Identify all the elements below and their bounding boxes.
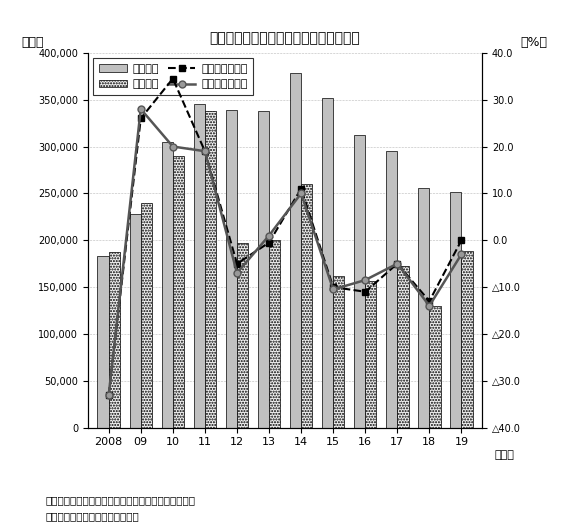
Bar xyxy=(205,111,216,428)
Bar xyxy=(418,188,429,428)
販売台数伸び率 xyxy=(458,251,465,257)
生産台数伸び率 xyxy=(105,392,112,398)
生産台数伸び率 xyxy=(458,237,465,243)
販売台数伸び率 xyxy=(137,106,144,112)
販売台数伸び率 xyxy=(169,144,176,150)
販売台数伸び率 xyxy=(266,233,273,239)
Bar xyxy=(141,203,152,428)
Bar xyxy=(237,243,248,428)
生産台数伸び率 xyxy=(426,298,433,304)
Bar xyxy=(290,72,301,428)
生産台数伸び率 xyxy=(298,185,304,192)
Title: 図　台湾の自動車生産・販売台数の推移: 図 台湾の自動車生産・販売台数の推移 xyxy=(210,31,361,45)
生産台数伸び率 xyxy=(330,284,337,290)
販売台数伸び率 xyxy=(202,148,208,155)
Bar xyxy=(429,306,441,428)
生産台数伸び率 xyxy=(233,260,240,267)
販売台数伸び率 xyxy=(394,260,400,267)
生産台数伸び率 xyxy=(362,289,369,295)
Bar xyxy=(450,191,461,428)
販売台数伸び率 xyxy=(426,303,433,309)
Bar xyxy=(130,214,141,428)
生産台数伸び率 xyxy=(137,115,144,122)
Bar xyxy=(194,104,205,428)
Text: （台）: （台） xyxy=(22,36,44,49)
販売台数伸び率 xyxy=(105,392,112,398)
Bar xyxy=(365,280,377,428)
Line: 生産台数伸び率: 生産台数伸び率 xyxy=(105,75,465,398)
Bar xyxy=(162,142,173,428)
Bar xyxy=(354,135,365,428)
生産台数伸び率 xyxy=(169,75,176,82)
販売台数伸び率 xyxy=(298,190,304,196)
販売台数伸び率 xyxy=(362,277,369,283)
Bar xyxy=(269,240,280,428)
Bar xyxy=(108,253,120,428)
Bar xyxy=(333,276,344,428)
Bar xyxy=(397,267,408,428)
Legend: 生産台数, 販売台数, 生産台数伸び率, 販売台数伸び率: 生産台数, 販売台数, 生産台数伸び率, 販売台数伸び率 xyxy=(93,58,253,95)
生産台数伸び率 xyxy=(266,239,273,246)
生産台数伸び率 xyxy=(394,260,400,267)
Bar xyxy=(98,256,108,428)
Bar xyxy=(461,252,473,428)
Bar xyxy=(322,98,333,428)
販売台数伸び率 xyxy=(330,286,337,292)
Bar xyxy=(225,110,237,428)
Bar xyxy=(173,156,184,428)
Text: （%）: （%） xyxy=(520,36,547,49)
Bar xyxy=(386,151,397,428)
Text: （年）: （年） xyxy=(494,450,514,460)
Bar xyxy=(258,111,269,428)
販売台数伸び率 xyxy=(233,270,240,276)
Bar xyxy=(301,184,312,428)
Line: 販売台数伸び率: 販売台数伸び率 xyxy=(105,105,465,398)
Text: （注）販売台数は輸入車を含まず、輸出向けを含む。: （注）販売台数は輸入車を含まず、輸出向けを含む。 xyxy=(45,495,195,505)
生産台数伸び率 xyxy=(202,148,208,155)
Text: （出所）台湾区車輌工業同業公会: （出所）台湾区車輌工業同業公会 xyxy=(45,511,139,521)
